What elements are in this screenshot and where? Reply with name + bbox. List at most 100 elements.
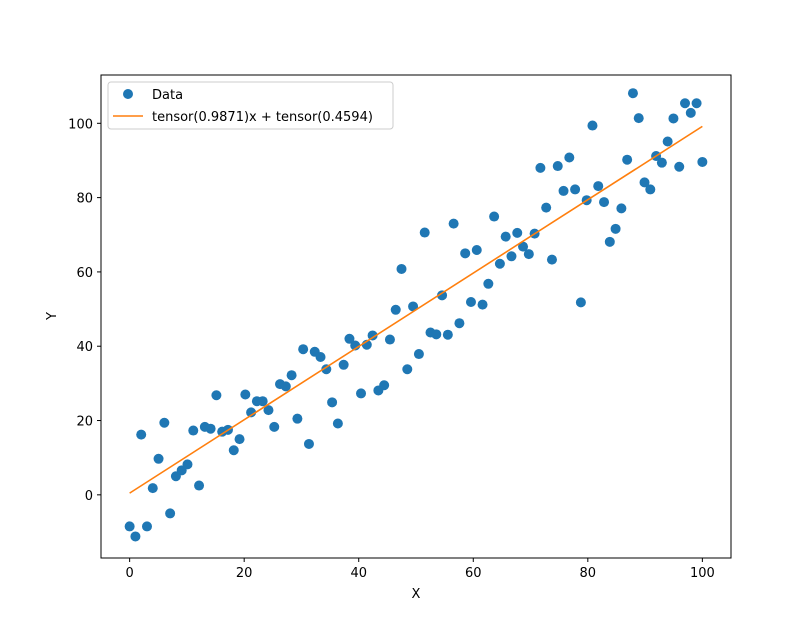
data-point xyxy=(680,98,691,109)
plot-frame xyxy=(100,74,732,559)
y-tick-label: 20 xyxy=(76,415,93,430)
data-point xyxy=(460,248,471,259)
data-point xyxy=(136,429,147,440)
data-point xyxy=(518,241,529,252)
data-point xyxy=(639,177,650,188)
data-point xyxy=(303,438,314,449)
x-axis-ticks: 0 20 40 60 80 100 xyxy=(125,558,715,581)
data-point xyxy=(656,157,667,168)
data-point xyxy=(338,359,349,370)
data-point xyxy=(662,136,673,147)
legend-box xyxy=(107,81,394,130)
data-point xyxy=(668,113,679,124)
data-point xyxy=(332,418,343,429)
data-point xyxy=(292,413,303,424)
data-point xyxy=(286,370,297,381)
data-point xyxy=(402,364,413,375)
data-point xyxy=(442,329,453,340)
y-tick-label: 40 xyxy=(76,340,93,355)
data-point xyxy=(130,531,141,542)
y-axis-label: Y xyxy=(45,312,60,321)
data-point xyxy=(448,218,459,229)
x-tick-label: 100 xyxy=(690,566,715,581)
data-point xyxy=(500,231,511,242)
data-point xyxy=(558,185,569,196)
data-point xyxy=(344,333,355,344)
fit-line xyxy=(129,125,703,494)
x-tick-label: 20 xyxy=(236,566,253,581)
data-point xyxy=(454,318,465,329)
x-tick-label: 60 xyxy=(465,566,482,581)
data-point xyxy=(356,388,367,399)
data-point xyxy=(610,223,621,234)
data-point xyxy=(205,423,216,434)
data-point xyxy=(390,304,401,315)
data-point xyxy=(413,349,424,360)
data-point xyxy=(512,227,523,238)
legend-label-data: Data xyxy=(152,88,183,103)
data-point xyxy=(124,521,135,532)
plot-marks xyxy=(124,88,708,542)
data-point xyxy=(685,107,696,118)
data-point xyxy=(298,344,309,355)
data-point xyxy=(477,299,488,310)
data-point xyxy=(182,459,193,470)
data-point xyxy=(280,381,291,392)
y-tick-label: 80 xyxy=(76,192,93,207)
data-point xyxy=(471,244,482,255)
data-point xyxy=(633,113,644,124)
legend-label-fit: tensor(0.9871)x + tensor(0.4594) xyxy=(152,110,373,125)
legend-marker-data xyxy=(123,89,133,99)
data-point xyxy=(575,297,586,308)
y-tick-label: 60 xyxy=(76,266,93,281)
data-point xyxy=(153,453,164,464)
data-point xyxy=(627,88,638,99)
data-point xyxy=(431,329,442,340)
data-point xyxy=(269,421,280,432)
x-tick-label: 80 xyxy=(580,566,597,581)
data-point xyxy=(616,203,627,214)
legend: Data tensor(0.9871)x + tensor(0.4594) xyxy=(107,81,394,130)
data-point xyxy=(437,290,448,301)
data-point xyxy=(379,380,390,391)
data-point xyxy=(645,184,656,195)
data-point xyxy=(483,278,494,289)
data-point xyxy=(263,405,274,416)
y-axis-ticks: 0 20 40 60 80 100 xyxy=(68,117,101,504)
data-point xyxy=(408,301,419,312)
data-point xyxy=(257,396,268,407)
data-point xyxy=(523,249,534,260)
data-point xyxy=(599,197,610,208)
data-point xyxy=(552,161,563,172)
data-point xyxy=(315,352,326,362)
data-point xyxy=(489,211,500,222)
data-point xyxy=(494,258,505,269)
data-point xyxy=(240,389,251,400)
data-point xyxy=(691,98,702,109)
x-tick-label: 0 xyxy=(125,566,133,581)
data-point xyxy=(321,364,332,375)
data-point xyxy=(604,236,615,247)
data-point xyxy=(246,407,257,418)
y-tick-label: 100 xyxy=(68,117,93,132)
data-point xyxy=(419,227,430,238)
data-point xyxy=(570,184,581,195)
data-point xyxy=(506,251,517,262)
data-point xyxy=(564,152,575,163)
data-point xyxy=(234,434,245,445)
data-point xyxy=(211,390,222,401)
data-point xyxy=(593,181,604,192)
y-tick-label: 0 xyxy=(85,489,93,504)
data-point xyxy=(188,425,199,436)
data-point xyxy=(546,254,557,265)
data-point xyxy=(622,154,633,165)
data-point xyxy=(367,330,378,341)
data-point xyxy=(396,263,407,274)
data-point xyxy=(535,162,546,173)
data-point xyxy=(159,417,170,428)
data-point xyxy=(384,334,395,345)
data-point xyxy=(228,445,239,456)
data-point xyxy=(541,202,552,213)
x-axis-label: X xyxy=(412,587,421,602)
